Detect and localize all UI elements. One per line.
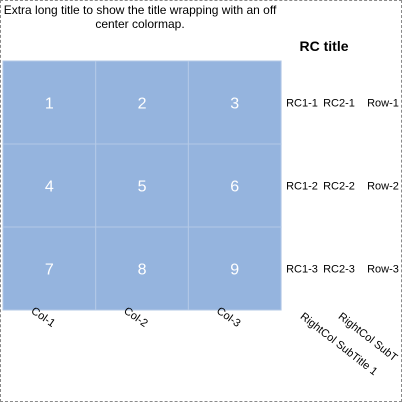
cell-value: 2 xyxy=(138,96,147,113)
heatmap-cell xyxy=(2,60,97,145)
rc-label: RC2-1 xyxy=(323,98,355,110)
row-label: Row-3 xyxy=(367,264,399,276)
cell-value: 1 xyxy=(45,96,54,113)
cell-value: 8 xyxy=(138,262,147,279)
rc-label: RC2-2 xyxy=(323,181,355,193)
rc-label: RC1-3 xyxy=(286,264,318,276)
cell-value: 3 xyxy=(230,96,239,113)
rc-label: RC1-1 xyxy=(286,98,318,110)
rc-label: RC2-3 xyxy=(323,264,355,276)
rc-title: RC title xyxy=(299,38,349,54)
rc-label: RC1-2 xyxy=(286,181,318,193)
cell-value: 7 xyxy=(45,262,54,279)
heatmap-cell xyxy=(187,226,282,311)
row-label: Row-2 xyxy=(367,181,399,193)
chart-title: Extra long title to show the title wrapp… xyxy=(3,3,277,31)
cell-value: 9 xyxy=(230,262,239,279)
heatmap-cell xyxy=(95,143,189,228)
cell-value: 4 xyxy=(45,179,54,196)
heatmap-cell xyxy=(95,60,189,145)
heatmap-cell xyxy=(2,226,97,311)
cell-value: 6 xyxy=(230,179,239,196)
cell-value: 5 xyxy=(138,179,147,196)
heatmap-cell xyxy=(187,143,282,228)
row-label: Row-1 xyxy=(367,98,399,110)
heatmap-cell xyxy=(187,60,282,145)
heatmap-cell xyxy=(95,226,189,311)
